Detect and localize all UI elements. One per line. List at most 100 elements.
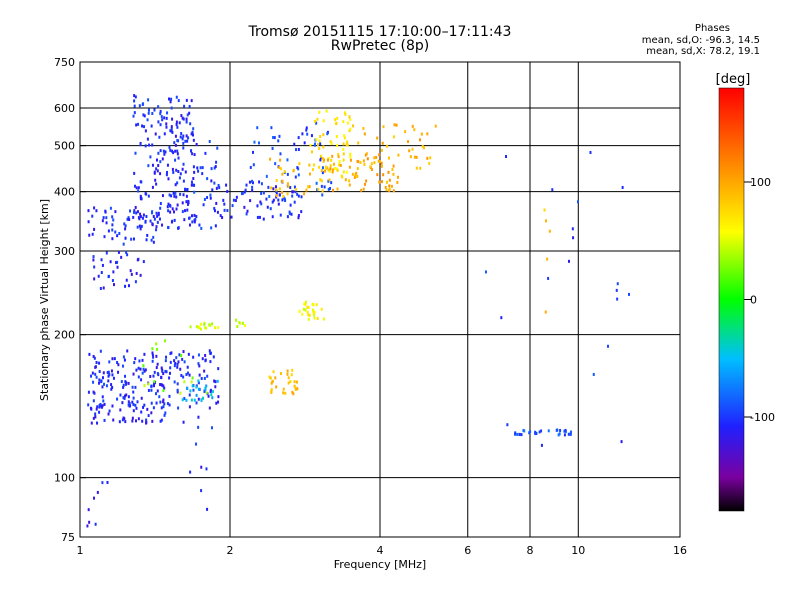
data-point	[266, 205, 269, 209]
data-point	[197, 387, 200, 391]
data-point	[132, 396, 135, 400]
data-point	[122, 383, 125, 387]
data-point	[518, 432, 521, 436]
data-point	[291, 390, 294, 394]
data-point	[567, 259, 570, 263]
data-point	[179, 192, 182, 196]
data-point	[380, 161, 383, 165]
data-point	[179, 391, 182, 395]
data-point	[214, 326, 217, 330]
data-point	[342, 158, 345, 162]
data-point	[140, 396, 143, 400]
data-point	[112, 270, 115, 274]
data-point	[132, 114, 135, 118]
data-point	[105, 251, 108, 255]
data-point	[315, 121, 318, 125]
data-point	[92, 416, 95, 420]
data-point	[175, 168, 178, 172]
data-point	[397, 153, 400, 157]
data-point	[117, 363, 120, 367]
data-point	[172, 170, 175, 174]
x-tick-label: 8	[527, 544, 534, 557]
x-tick-label: 1	[77, 544, 84, 557]
data-point	[523, 429, 526, 433]
data-point	[153, 217, 156, 221]
data-point	[397, 175, 400, 179]
data-point	[147, 108, 150, 112]
data-point	[86, 524, 89, 528]
data-point	[307, 305, 310, 309]
data-point	[154, 132, 157, 136]
data-point	[107, 274, 110, 278]
data-point	[92, 380, 95, 384]
data-point	[151, 419, 154, 423]
data-point	[128, 217, 131, 221]
data-point	[174, 361, 177, 365]
data-point	[122, 242, 125, 246]
data-point	[411, 147, 414, 151]
data-point	[226, 209, 229, 213]
data-point	[205, 384, 208, 388]
data-point	[243, 190, 246, 194]
data-point	[108, 373, 111, 377]
data-point	[226, 189, 229, 193]
data-point	[175, 123, 178, 127]
data-point	[187, 199, 190, 203]
data-point	[278, 166, 281, 170]
data-point	[98, 381, 101, 385]
data-point	[150, 411, 153, 415]
data-point	[137, 375, 140, 379]
data-point	[142, 102, 145, 106]
data-point	[184, 187, 187, 191]
data-point	[272, 370, 275, 374]
data-point	[185, 134, 188, 138]
data-point	[119, 408, 122, 412]
data-point	[136, 258, 139, 262]
data-point	[290, 212, 293, 216]
data-point	[392, 135, 395, 139]
data-point	[327, 156, 330, 160]
data-point	[186, 187, 189, 191]
data-point	[363, 182, 366, 186]
data-point	[321, 193, 324, 197]
data-point	[232, 198, 235, 202]
data-point	[100, 380, 103, 384]
data-point	[181, 201, 184, 205]
plot-frame	[79, 61, 681, 538]
data-point	[294, 387, 297, 391]
data-point	[192, 388, 195, 392]
data-point	[529, 430, 532, 434]
data-point	[187, 202, 190, 206]
data-point	[154, 178, 157, 182]
data-point	[188, 405, 191, 409]
data-point	[139, 212, 142, 216]
data-point	[356, 167, 359, 171]
data-point	[392, 189, 395, 193]
data-point	[327, 187, 330, 191]
data-point	[210, 167, 213, 171]
data-point	[207, 394, 210, 398]
data-point	[351, 172, 354, 176]
data-point	[349, 155, 352, 159]
data-point	[538, 430, 541, 434]
data-point	[126, 349, 129, 353]
y-axis-ticks: 75 100 200 300 400 500 600 750	[54, 56, 86, 544]
data-point	[559, 428, 562, 432]
data-point	[316, 143, 319, 147]
data-point	[153, 108, 156, 112]
data-point	[320, 169, 323, 173]
data-point	[161, 118, 164, 122]
data-point	[330, 142, 333, 146]
data-point	[418, 138, 421, 142]
data-point	[87, 403, 90, 407]
data-point	[252, 163, 255, 167]
data-point	[234, 199, 237, 203]
data-point	[256, 215, 259, 219]
data-point	[284, 391, 287, 395]
data-point	[156, 362, 159, 366]
data-point	[213, 206, 216, 210]
data-point	[121, 401, 124, 405]
data-point	[251, 185, 254, 189]
data-point	[178, 176, 181, 180]
data-point	[384, 185, 387, 189]
